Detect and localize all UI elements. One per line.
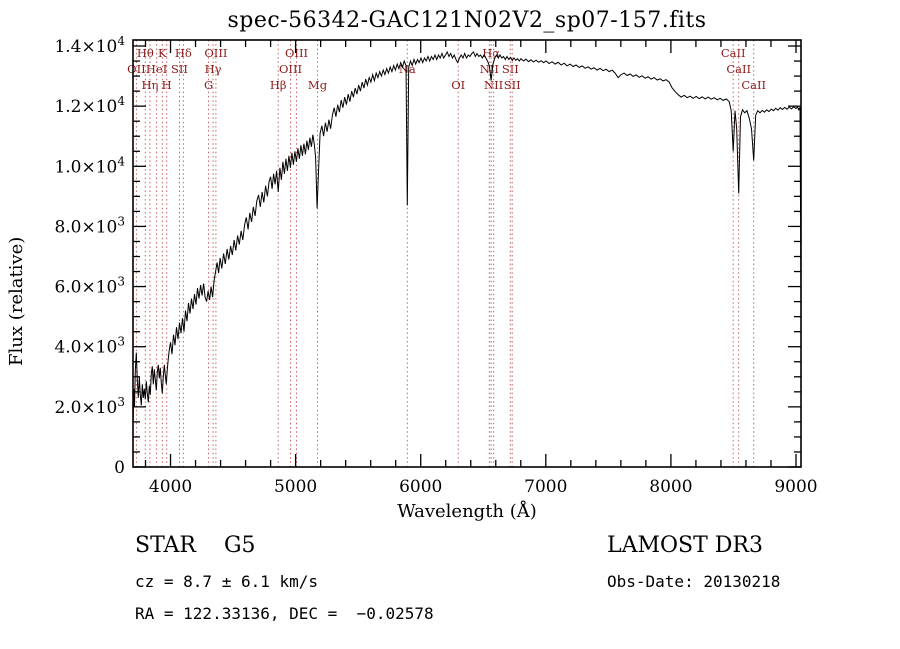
spectral-line-label: K bbox=[158, 46, 167, 60]
spectral-line-label: CaII bbox=[726, 62, 751, 76]
spectral-line-label: Hδ bbox=[175, 46, 192, 60]
x-tick-label: 7000 bbox=[524, 477, 567, 497]
spectral-line-label: Hη bbox=[141, 78, 158, 92]
spectral-line-label: OIII bbox=[204, 46, 227, 60]
spectral-line-label: OI bbox=[451, 78, 465, 92]
spectral-line-label: CaII bbox=[721, 46, 746, 60]
spectral-line-label: SII bbox=[171, 62, 188, 76]
spectral-line-label: Hθ bbox=[137, 46, 154, 60]
x-tick-label: 6000 bbox=[399, 477, 442, 497]
y-tick-label: 8.0×103 bbox=[54, 214, 125, 237]
spectral-line-label: SII bbox=[504, 78, 521, 92]
survey-name-text: LAMOST DR3 bbox=[607, 533, 763, 558]
y-tick-label: 1.4×104 bbox=[54, 34, 125, 57]
x-axis-ticks: 4000 5000 6000 7000 8000 9000 bbox=[144, 40, 818, 497]
plot-frame bbox=[132, 39, 802, 468]
spectral-line-label: Hα bbox=[482, 46, 500, 60]
spectral-line-label: HeI bbox=[146, 62, 167, 76]
spectral-line-label: OIII bbox=[285, 46, 308, 60]
x-tick-label: 5000 bbox=[274, 477, 317, 497]
spectral-line-label: Hβ bbox=[270, 78, 287, 92]
spectral-line-label: OIII bbox=[279, 62, 302, 76]
spectral-line-markers: OIIHθHηHeIKHSIIHδGHγOIIIHβOIIIOIIIMgNaOI… bbox=[127, 40, 766, 467]
spectral-line-label: SII bbox=[502, 62, 519, 76]
radial-velocity-text: cz = 8.7 ± 6.1 km/s bbox=[135, 572, 319, 591]
y-tick-label: 1.2×104 bbox=[54, 94, 125, 117]
spectral-line-label: CaII bbox=[741, 78, 766, 92]
x-tick-label: 9000 bbox=[774, 477, 817, 497]
y-axis-label: Flux (relative) bbox=[6, 236, 27, 366]
plot-title: spec-56342-GAC121N02V2_sp07-157.fits bbox=[227, 8, 707, 33]
spectral-line-label: Mg bbox=[308, 78, 328, 92]
y-tick-label: 2.0×103 bbox=[54, 395, 125, 418]
spectral-line-label: Hγ bbox=[205, 62, 222, 76]
spectral-line-label: NII bbox=[484, 78, 503, 92]
spectral-line-label: OII bbox=[127, 62, 146, 76]
y-tick-label: 0 bbox=[114, 458, 125, 478]
ra-dec-text: RA = 122.33136, DEC = −0.02578 bbox=[135, 604, 434, 623]
spectral-line-label: G bbox=[204, 78, 213, 92]
y-axis-ticks: 0 2.0×103 4.0×103 6.0×103 8.0×103 1.0×104 1.2×… bbox=[54, 34, 801, 478]
x-axis-label: Wavelength (Å) bbox=[397, 501, 537, 522]
x-tick-label: 4000 bbox=[149, 477, 192, 497]
object-class-text: STAR G5 bbox=[135, 533, 256, 558]
y-tick-label: 1.0×104 bbox=[54, 154, 125, 177]
obs-date-text: Obs-Date: 20130218 bbox=[607, 572, 781, 591]
spectral-line-label: H bbox=[162, 78, 172, 92]
y-tick-label: 4.0×103 bbox=[54, 335, 125, 358]
spectrum-trace bbox=[132, 50, 802, 425]
x-tick-label: 8000 bbox=[649, 477, 692, 497]
y-tick-label: 6.0×103 bbox=[54, 275, 125, 298]
